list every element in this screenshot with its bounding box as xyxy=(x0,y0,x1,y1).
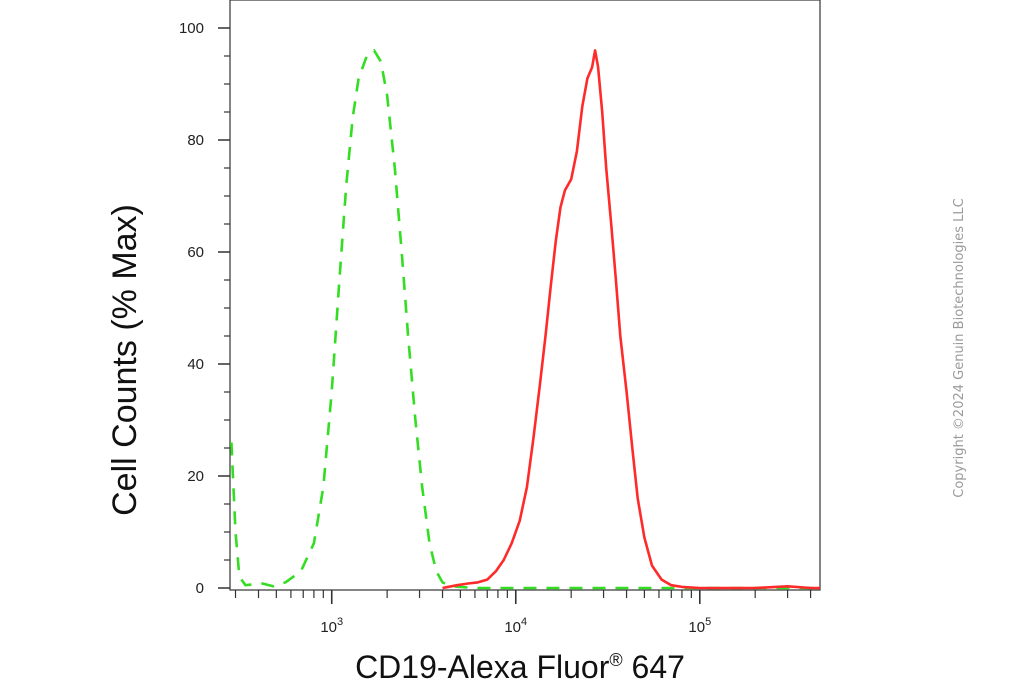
x-tick-label: 104 xyxy=(504,616,527,636)
x-tick-exponent: 5 xyxy=(705,616,711,628)
x-tick-exponent: 4 xyxy=(521,616,527,628)
y-axis: 0 20 40 60 80 100 xyxy=(179,20,230,597)
x-tick-base: 10 xyxy=(688,619,705,636)
y-tick-label: 40 xyxy=(187,356,204,373)
x-axis-title-suffix: 647 xyxy=(623,649,685,685)
y-tick-label: 20 xyxy=(187,468,204,485)
y-tick-label: 60 xyxy=(187,244,204,261)
x-axis-title: CD19-Alexa Fluor® 647 xyxy=(355,649,685,685)
copyright-notice: Copyright ©2024 Genuin Biotechnologies L… xyxy=(952,198,967,497)
x-tick-label: 103 xyxy=(320,616,343,636)
y-tick-label: 100 xyxy=(179,20,204,37)
y-tick-label: 0 xyxy=(196,580,204,597)
x-axis-title-main: CD19-Alexa Fluor xyxy=(355,649,610,685)
x-tick-base: 10 xyxy=(504,619,521,636)
x-tick-label: 105 xyxy=(688,616,711,636)
cd19-stained-curve xyxy=(442,49,820,590)
y-tick-label: 80 xyxy=(187,132,204,149)
x-axis: 103 104 105 xyxy=(234,590,812,636)
series-layer xyxy=(230,49,820,590)
isotype-control-curve xyxy=(230,49,820,590)
x-tick-exponent: 3 xyxy=(337,616,343,628)
x-tick-base: 10 xyxy=(320,619,337,636)
y-axis-title: Cell Counts (% Max) xyxy=(106,204,144,516)
x-axis-title-registered-mark: ® xyxy=(609,650,622,670)
